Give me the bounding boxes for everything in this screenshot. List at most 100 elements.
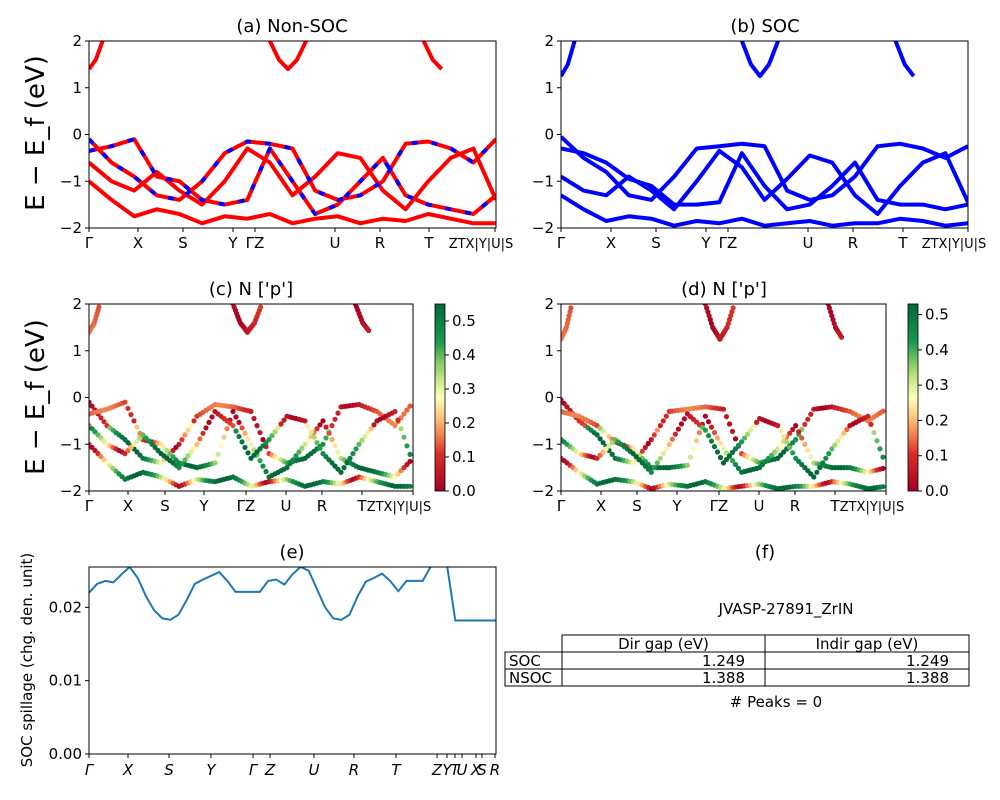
panel-c: (c) N ['p'] E − E_f (eV) −2 −1 0 1 2 Γ X S Y ΓZ U R… [21, 279, 476, 515]
table-row-label: NSOC [509, 669, 552, 687]
scatter-point [707, 317, 713, 323]
table-column-header: Dir gap (eV) [618, 635, 709, 653]
scatter-point [404, 443, 410, 449]
scatter-point [392, 408, 398, 415]
scatter-point [823, 455, 829, 461]
scatter-point [356, 441, 362, 447]
xtick-label: S [632, 497, 642, 515]
scatter-point [690, 446, 697, 452]
scatter-point [245, 436, 251, 442]
scatter-point [778, 428, 784, 434]
scatter-point [729, 458, 736, 464]
scatter-point [341, 465, 347, 471]
scatter-point [802, 421, 808, 427]
panel-f: (f) JVASP-27891_ZrIN Dir gap (eV) Indir g… [504, 542, 970, 711]
ytick-label: 0.01 [49, 672, 82, 690]
series-group [561, 41, 968, 228]
scatter-point [353, 446, 359, 452]
scatter-point [814, 469, 820, 475]
scatter-point [654, 460, 660, 466]
scatter-point [831, 320, 837, 327]
xtick-label: ZTX|Y|U|S [449, 237, 514, 252]
scatter-point [880, 408, 886, 414]
scatter-point [266, 437, 272, 443]
scatter-point [880, 465, 886, 471]
scatter-point [242, 444, 248, 450]
scatter-point [660, 451, 666, 457]
panel-c-ylabel: E − E_f (eV) [21, 319, 51, 475]
panel-a-title: (a) Non-SOC [236, 16, 347, 37]
scatter-point [179, 461, 185, 467]
panel-b-plot: −2 −1 0 1 2 Γ X S Y ΓZ U R T ZTX|Y|U|S [532, 32, 986, 252]
scatter-point [344, 460, 350, 466]
scatter-point [182, 432, 188, 438]
scatter-point [323, 435, 329, 441]
ytick-label: 1 [72, 79, 82, 97]
ytick-label: −1 [60, 435, 82, 453]
scatter-point [209, 414, 215, 420]
scatter-point [784, 439, 790, 445]
scatter-point [799, 435, 805, 441]
xtick-label: U [281, 497, 292, 515]
xtick-label: T [829, 497, 840, 515]
scatter-point [735, 442, 742, 448]
scatter-point [725, 320, 731, 327]
xtick-label: S [651, 234, 661, 252]
scatter-point [735, 465, 742, 471]
series-group [89, 41, 496, 226]
xtick-label: Γ [557, 497, 566, 515]
xtick-label: ΓZ [246, 234, 265, 252]
scatter-point [594, 432, 600, 438]
scatter-point [101, 419, 107, 425]
scatter-point [365, 430, 371, 436]
xtick-label: Y [206, 761, 217, 779]
scatter-point [407, 483, 413, 489]
xtick-label: R [848, 234, 858, 252]
scatter-point [305, 423, 311, 429]
xtick-label: ΓZ [719, 234, 738, 252]
scatter-point [687, 454, 694, 460]
scatter-point [203, 425, 209, 431]
xtick-label: ΓZ [237, 497, 256, 515]
scatter-point [407, 451, 413, 457]
scatter-point [272, 429, 278, 435]
scatter-point [868, 421, 874, 427]
scatter-point [865, 413, 871, 419]
ytick-label: 1 [72, 342, 82, 360]
scatter-point [221, 434, 227, 440]
scatter-point [672, 431, 679, 437]
panel-d-colorbar: 0.0 0.1 0.2 0.3 0.4 0.5 [907, 303, 949, 500]
scatter-point [236, 433, 242, 440]
scatter-point [404, 407, 410, 413]
scatter-point [711, 430, 718, 436]
scatter-point [808, 411, 814, 417]
series-group [89, 567, 496, 622]
band-line [561, 193, 968, 228]
scatter-point [299, 445, 305, 451]
scatter-point [705, 433, 712, 439]
ytick-label: 2 [544, 295, 554, 313]
scatter-point [793, 437, 799, 443]
ytick-label: 0 [544, 126, 554, 144]
scatter-point [179, 437, 185, 443]
scatter-point [657, 423, 663, 429]
colorbar-bar [907, 303, 919, 492]
scatter-point [714, 449, 721, 455]
ytick-label: 0 [544, 389, 554, 407]
band-line [561, 148, 968, 216]
scatter-point [200, 430, 206, 436]
scatter-point [829, 446, 835, 452]
scatter-point [182, 457, 188, 463]
xtick-label: S [178, 234, 188, 252]
scatter-point [651, 432, 657, 438]
band-line [561, 41, 577, 78]
panel-e-plot: 0.000.010.02Γ X S Y Γ Z U R T Z YTU XS R [49, 567, 500, 779]
colorbar-label: 0.1 [925, 447, 949, 465]
scatter-point [347, 455, 353, 461]
scatter-point [702, 427, 709, 433]
scatter-point [218, 443, 224, 449]
xtick-label: X [133, 234, 143, 252]
panel-e-title: (e) [279, 542, 304, 563]
scatter-point [748, 427, 754, 433]
ytick-label: −2 [60, 219, 82, 237]
